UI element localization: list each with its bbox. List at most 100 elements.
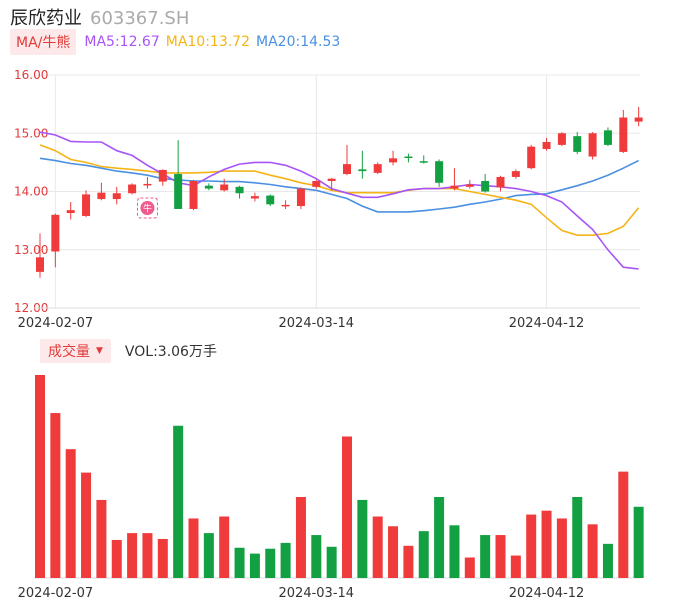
candle-body bbox=[465, 184, 474, 187]
volume-bar bbox=[541, 510, 552, 578]
candle-body bbox=[112, 193, 121, 200]
volume-bar bbox=[434, 496, 445, 578]
stock-header: 辰欣药业 603367.SH bbox=[10, 4, 190, 29]
volume-bar bbox=[372, 516, 383, 578]
candle-body bbox=[36, 257, 44, 272]
ma5-legend: MA5:12.67 bbox=[84, 34, 160, 50]
volume-bar bbox=[495, 535, 506, 578]
volume-x-tick-label: 2024-04-12 bbox=[509, 586, 585, 601]
volume-bar bbox=[388, 526, 399, 578]
ma-toggle-button[interactable]: MA/牛熊 bbox=[10, 29, 77, 55]
candle-body bbox=[266, 195, 275, 205]
volume-bar bbox=[265, 548, 276, 578]
candle-body bbox=[220, 184, 229, 191]
volume-bar bbox=[587, 524, 598, 578]
x-tick-label: 2024-02-07 bbox=[18, 316, 94, 331]
y-tick-label: 16.00 bbox=[14, 68, 48, 82]
candle-body bbox=[97, 192, 106, 200]
volume-bar bbox=[173, 425, 184, 578]
volume-bar bbox=[35, 375, 45, 578]
candle-body bbox=[143, 183, 152, 186]
volume-x-tick-label: 2024-03-14 bbox=[279, 586, 355, 601]
candle-body bbox=[82, 194, 91, 216]
y-tick-label: 14.00 bbox=[14, 185, 48, 199]
candle-body bbox=[189, 181, 198, 209]
volume-bar bbox=[295, 496, 306, 578]
y-tick-label: 15.00 bbox=[14, 126, 48, 140]
candle-body bbox=[343, 164, 351, 175]
candle-body bbox=[389, 158, 398, 163]
volume-bar bbox=[633, 506, 644, 578]
candle-body bbox=[312, 181, 321, 187]
volume-bar bbox=[326, 546, 337, 578]
volume-bar bbox=[480, 535, 491, 578]
y-tick-label: 12.00 bbox=[14, 301, 48, 315]
candle-body bbox=[281, 204, 290, 207]
volume-bar bbox=[449, 525, 460, 578]
candle-body bbox=[296, 188, 305, 207]
candle-body bbox=[481, 181, 490, 192]
volume-bar bbox=[50, 413, 61, 578]
candle-body bbox=[573, 136, 582, 152]
volume-bar bbox=[81, 472, 92, 578]
volume-bar bbox=[311, 535, 322, 578]
bull-marker-frame bbox=[136, 197, 158, 219]
volume-bar bbox=[280, 542, 291, 578]
candle-body bbox=[496, 176, 505, 188]
candle-body bbox=[419, 161, 428, 163]
x-tick-label: 2024-03-14 bbox=[279, 316, 355, 331]
volume-bar bbox=[203, 533, 214, 578]
candle-body bbox=[511, 171, 520, 177]
candle-body bbox=[435, 161, 444, 183]
ma10-legend: MA10:13.72 bbox=[165, 34, 251, 50]
volume-bar bbox=[618, 471, 629, 578]
candle-body bbox=[634, 117, 643, 122]
volume-bar bbox=[572, 496, 583, 578]
candle-body bbox=[250, 196, 259, 199]
volume-bar bbox=[556, 518, 567, 578]
candle-body bbox=[128, 184, 137, 194]
volume-value: VOL:3.06万手 bbox=[124, 344, 217, 360]
x-tick-label: 2024-04-12 bbox=[509, 316, 585, 331]
candle-body bbox=[204, 185, 213, 189]
y-tick-label: 13.00 bbox=[14, 243, 48, 257]
candle-body bbox=[404, 156, 413, 159]
candle-body bbox=[603, 130, 612, 145]
volume-bar bbox=[403, 545, 414, 578]
ma20-legend: MA20:14.53 bbox=[256, 34, 341, 50]
ma-legend: MA/牛熊 MA5:12.67 MA10:13.72 MA20:14.53 bbox=[10, 29, 346, 55]
volume-bar bbox=[357, 499, 368, 578]
candle-body bbox=[450, 185, 459, 189]
volume-legend: 成交量 ▼ VOL:3.06万手 bbox=[40, 339, 217, 363]
candle-body bbox=[174, 174, 183, 209]
candle-body bbox=[373, 164, 382, 173]
candle-body bbox=[619, 117, 628, 152]
stock-name: 辰欣药业 bbox=[10, 8, 82, 29]
volume-indicator-dropdown[interactable]: 成交量 ▼ bbox=[40, 339, 111, 363]
candle-body bbox=[51, 214, 60, 252]
volume-bar bbox=[418, 531, 429, 578]
candle-body bbox=[158, 169, 167, 182]
volume-bar bbox=[249, 553, 260, 578]
volume-bar bbox=[219, 516, 230, 578]
volume-bar bbox=[602, 543, 613, 578]
candle-body bbox=[588, 133, 597, 157]
volume-bar bbox=[65, 449, 76, 578]
stock-code: 603367.SH bbox=[90, 8, 190, 29]
ma5-line bbox=[39, 131, 639, 270]
volume-bar bbox=[127, 533, 138, 578]
bull-marker bbox=[140, 201, 155, 215]
candle-body bbox=[527, 146, 536, 169]
candle-body bbox=[542, 141, 551, 149]
volume-bar bbox=[142, 533, 153, 578]
volume-bar bbox=[96, 499, 107, 578]
volume-bar bbox=[188, 518, 199, 578]
candle-body bbox=[327, 178, 336, 182]
volume-bar bbox=[111, 539, 122, 578]
volume-bar bbox=[526, 514, 537, 578]
volume-bar bbox=[510, 555, 521, 578]
volume-x-tick-label: 2024-02-07 bbox=[18, 586, 94, 601]
volume-bar bbox=[234, 547, 245, 578]
candle-body bbox=[66, 210, 75, 214]
